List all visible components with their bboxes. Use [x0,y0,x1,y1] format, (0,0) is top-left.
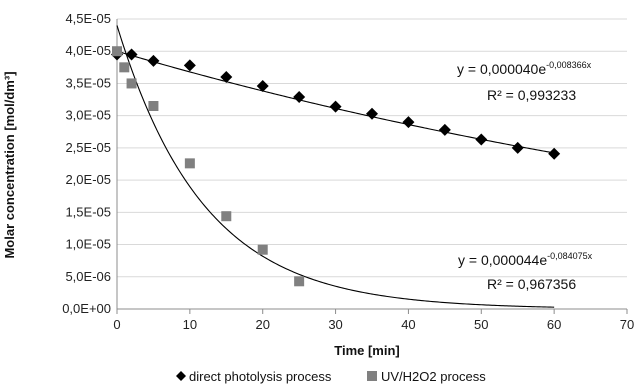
trendline-2-equation: y = 0,000044e-0,084075x [458,251,593,268]
data-point-uv-h2o2 [126,78,137,89]
data-point-uv-h2o2 [184,158,195,169]
x-tick-label: 70 [620,317,634,332]
legend: direct photolysis process UV/H2O2 proces… [176,369,486,384]
data-point-direct-photolysis [511,141,524,154]
data-point-direct-photolysis [125,48,138,61]
x-tick-labels: 0 10 20 30 40 50 60 70 [113,317,634,332]
data-point-direct-photolysis [548,147,561,160]
y-tick-label: 0,0E+00 [62,301,111,316]
data-point-direct-photolysis [293,90,306,103]
y-tick-label: 5,0E-06 [65,269,111,284]
y-tick-label: 1,0E-05 [65,237,111,252]
gridlines [117,18,627,278]
x-tick-label: 60 [547,317,561,332]
data-point-direct-photolysis [438,123,451,136]
data-point-uv-h2o2 [294,276,305,287]
x-axis-title: Time [min] [334,343,400,358]
legend-label-direct-photolysis: direct photolysis process [189,369,332,384]
data-point-direct-photolysis [256,80,269,93]
trendline-2 [116,25,555,308]
x-tick-label: 20 [255,317,269,332]
data-point-direct-photolysis [475,133,488,146]
trendline-1-r2: R² = 0,993233 [487,87,576,103]
data-point-direct-photolysis [147,54,160,67]
y-tick-label: 3,5E-05 [65,75,111,90]
data-point-uv-h2o2 [221,211,232,222]
y-tick-label: 2,5E-05 [65,140,111,155]
data-point-direct-photolysis [183,59,196,72]
data-point-direct-photolysis [329,100,342,113]
legend-square-marker [367,371,377,381]
y-tick-label: 1,5E-05 [65,204,111,219]
y-tick-label: 4,5E-05 [65,11,111,26]
trendline-2-r2: R² = 0,967356 [487,276,576,292]
data-point-uv-h2o2 [112,46,122,57]
data-point-uv-h2o2 [148,101,159,111]
y-tick-label: 3,0E-05 [65,108,111,123]
data-point-direct-photolysis [220,71,233,83]
x-tick-label: 40 [401,317,415,332]
legend-diamond-marker [176,371,186,381]
legend-label-uv-h2o2: UV/H2O2 process [381,369,486,384]
data-point-direct-photolysis [402,116,415,129]
y-tick-label: 4,0E-05 [65,43,111,58]
x-tick-label: 0 [113,317,120,332]
axes [116,19,628,314]
data-point-direct-photolysis [366,107,378,120]
y-tick-label: 2,0E-05 [65,172,111,187]
trendline-1-equation: y = 0,000040e-0,008366x [457,60,592,77]
x-tick-label: 10 [183,317,197,332]
y-tick-labels: 0,0E+00 5,0E-06 1,0E-05 1,5E-05 2,0E-05 2,5E-… [62,11,111,316]
x-tick-label: 30 [328,317,342,332]
data-point-uv-h2o2 [257,244,268,255]
x-tick-label: 50 [474,317,488,332]
data-point-uv-h2o2 [119,62,130,73]
y-axis-title: Molar concentration [mol/dm³] [2,71,17,258]
data-points [111,46,561,287]
